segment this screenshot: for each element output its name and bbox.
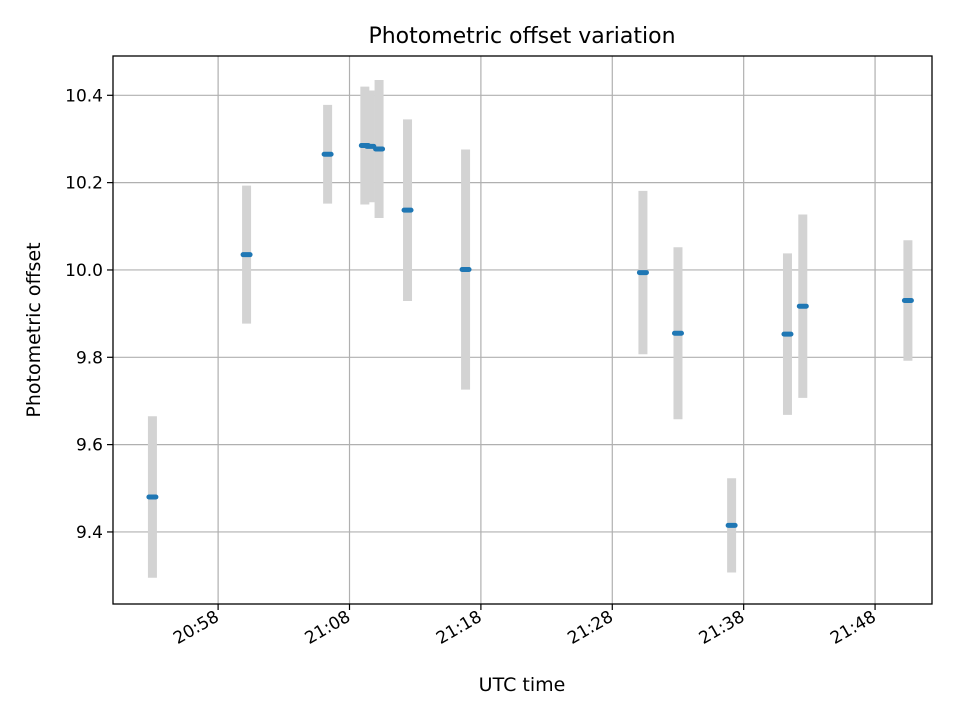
y-tick-label: 10.0 [65,261,103,281]
y-tick-label: 10.4 [65,86,103,106]
y-axis-ticks: 9.4 9.6 9.8 10.0 10.2 10.4 [65,86,113,543]
x-tick-label: 21:48 [827,607,879,649]
error-bars [147,80,913,578]
y-tick-label: 9.8 [76,348,103,368]
grid [113,56,932,604]
x-tick-label: 20:58 [170,607,222,649]
x-tick-label: 21:18 [433,607,485,649]
data-points [146,143,914,528]
x-tick-label: 21:08 [302,607,354,649]
x-tick-label: 21:38 [696,607,748,649]
x-axis-ticks: 20:58 21:08 21:18 21:28 21:38 21:48 [170,604,880,649]
y-tick-label: 10.2 [65,174,103,194]
y-axis-label: Photometric offset [23,242,45,417]
y-tick-label: 9.6 [76,436,103,456]
x-axis-label: UTC time [479,674,566,696]
x-tick-label: 21:28 [564,607,616,649]
chart-title: Photometric offset variation [368,24,675,49]
y-tick-label: 9.4 [76,523,103,543]
plot-area-frame [112,55,933,605]
